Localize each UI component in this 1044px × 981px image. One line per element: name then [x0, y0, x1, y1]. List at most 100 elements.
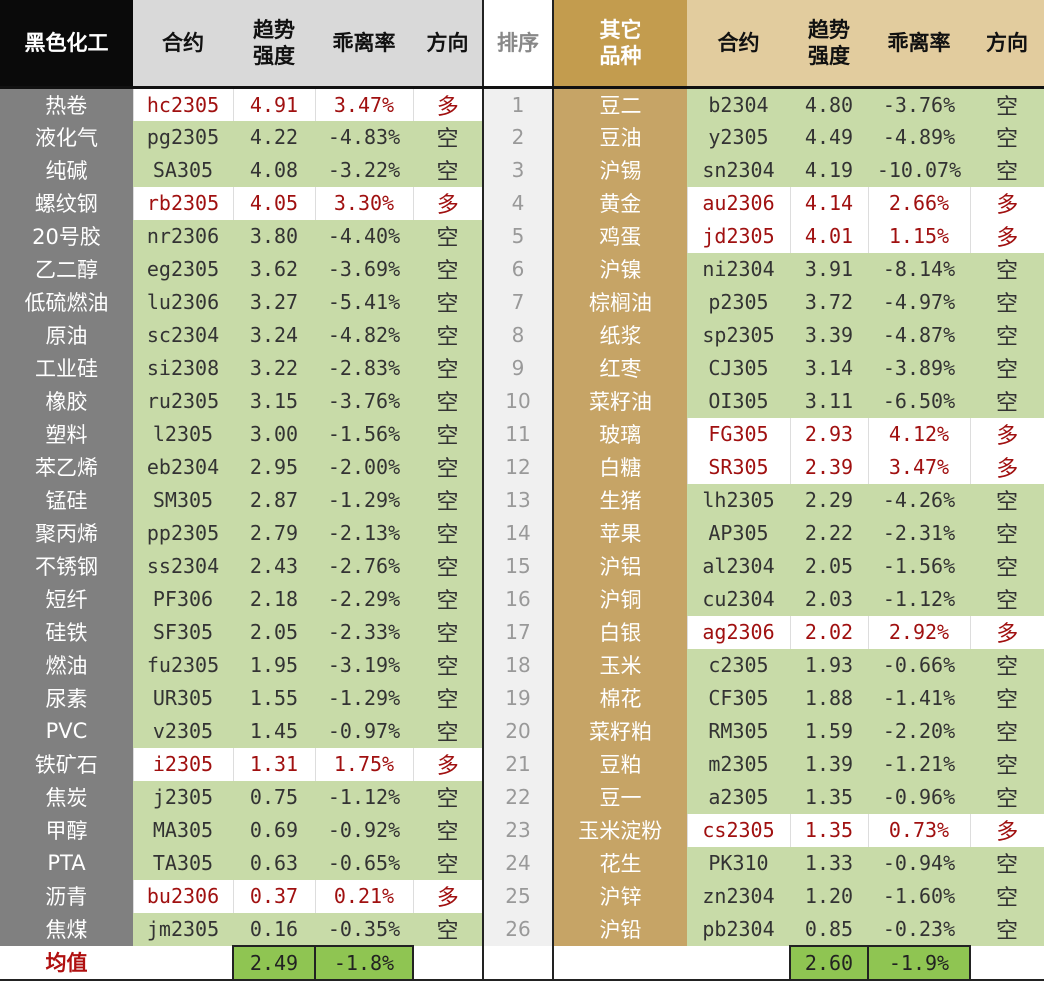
right-direction: 多	[969, 450, 1044, 484]
left-strength: 2.79	[233, 516, 315, 550]
left-deviation: 3.30%	[314, 186, 413, 220]
right-strength: 4.01	[789, 219, 868, 253]
left-name: 燃油	[0, 648, 133, 682]
right-average-strength: 2.60	[789, 944, 869, 981]
right-deviation: -2.31%	[868, 516, 970, 550]
header-direction-right: 方向	[970, 0, 1044, 89]
table-row: 橡胶 ru2305 3.15 -3.76% 空 10 菜籽油 OI305 3.11 -6.50% 空	[0, 384, 1044, 418]
left-direction: 空	[413, 912, 483, 946]
left-direction: 空	[413, 516, 483, 550]
left-deviation: -0.92%	[315, 813, 413, 847]
right-contract: ag2306	[686, 615, 790, 649]
left-deviation: -1.29%	[315, 483, 413, 517]
left-direction: 多	[412, 747, 483, 781]
left-name: 焦煤	[0, 912, 133, 946]
rank: 24	[482, 846, 554, 880]
left-direction: 多	[412, 87, 483, 121]
right-strength: 1.59	[790, 714, 868, 748]
right-name: 苹果	[553, 516, 687, 550]
right-name: 豆一	[553, 780, 687, 814]
rank: 17	[482, 615, 554, 649]
table-row: 锰硅 SM305 2.87 -1.29% 空 13 生猪 lh2305 2.29 -4.26% 空	[0, 483, 1044, 517]
left-strength: 2.43	[233, 549, 315, 583]
rank: 26	[482, 912, 554, 946]
empty-cell	[482, 945, 554, 981]
left-direction: 空	[413, 318, 483, 352]
left-direction: 空	[413, 615, 483, 649]
left-average-deviation: -1.8%	[314, 944, 414, 981]
left-direction: 空	[413, 351, 483, 385]
right-name: 菜籽粕	[553, 714, 687, 748]
left-contract: lu2306	[133, 285, 233, 319]
right-contract: PK310	[687, 846, 790, 880]
right-name: 白糖	[553, 450, 687, 484]
left-direction: 空	[413, 549, 483, 583]
left-name: 铁矿石	[0, 747, 133, 781]
left-direction: 空	[413, 813, 483, 847]
right-direction: 空	[970, 153, 1044, 187]
left-contract: SF305	[133, 615, 233, 649]
right-deviation: -1.56%	[868, 549, 970, 583]
header-contract-right: 合约	[687, 0, 790, 89]
left-name: 短纤	[0, 582, 133, 616]
header-rank: 排序	[482, 0, 554, 89]
right-strength: 1.35	[790, 780, 868, 814]
header-row: 黑色化工 合约 趋势 强度 乖离率 方向 排序 其它 品种 合约 趋势 强度 乖…	[0, 0, 1044, 89]
right-name: 菜籽油	[553, 384, 687, 418]
left-strength: 0.69	[233, 813, 315, 847]
empty-cell	[553, 945, 687, 981]
right-direction: 多	[969, 615, 1044, 649]
left-strength: 0.63	[233, 846, 315, 880]
right-strength: 1.39	[790, 747, 868, 781]
right-direction: 空	[970, 120, 1044, 154]
left-strength: 3.24	[233, 318, 315, 352]
left-deviation: -3.19%	[315, 648, 413, 682]
left-name: 苯乙烯	[0, 450, 133, 484]
left-strength: 3.15	[233, 384, 315, 418]
left-deviation: -1.12%	[315, 780, 413, 814]
left-contract: SA305	[133, 153, 233, 187]
right-name: 沪锡	[553, 153, 687, 187]
left-name: 20号胶	[0, 219, 133, 253]
rank: 2	[482, 120, 554, 154]
left-strength: 0.37	[232, 879, 315, 913]
right-direction: 空	[970, 846, 1044, 880]
left-deviation: -4.83%	[315, 120, 413, 154]
header-direction: 方向	[413, 0, 483, 89]
right-strength: 3.14	[790, 351, 868, 385]
right-contract: au2306	[686, 186, 790, 220]
left-strength: 4.22	[233, 120, 315, 154]
right-name: 棕榈油	[553, 285, 687, 319]
right-direction: 多	[969, 186, 1044, 220]
right-deviation: 2.66%	[867, 186, 970, 220]
left-contract: si2308	[133, 351, 233, 385]
right-deviation: -1.41%	[868, 681, 970, 715]
left-strength: 3.22	[233, 351, 315, 385]
left-name: 低硫燃油	[0, 285, 133, 319]
left-strength: 2.18	[233, 582, 315, 616]
table-row: 热卷 hc2305 4.91 3.47% 多 1 豆二 b2304 4.80 -3.76% 空	[0, 87, 1044, 121]
left-direction: 多	[412, 186, 483, 220]
left-deviation: -2.76%	[315, 549, 413, 583]
right-name: 沪锌	[553, 879, 687, 913]
right-deviation: 1.15%	[867, 219, 970, 253]
left-deviation: -2.00%	[315, 450, 413, 484]
right-contract: lh2305	[687, 483, 790, 517]
left-name: PTA	[0, 846, 133, 880]
average-row: 均值 2.49 -1.8% 2.60 -1.9%	[0, 944, 1044, 981]
right-deviation: -1.21%	[868, 747, 970, 781]
header-right-group: 其它 品种	[553, 0, 687, 89]
right-deviation: 3.47%	[867, 450, 970, 484]
left-name: 甲醇	[0, 813, 133, 847]
right-strength: 4.14	[789, 186, 868, 220]
right-contract: y2305	[687, 120, 790, 154]
right-deviation: -1.12%	[868, 582, 970, 616]
rank: 21	[482, 747, 554, 781]
right-strength: 2.29	[790, 483, 868, 517]
right-contract: AP305	[687, 516, 790, 550]
left-direction: 空	[413, 582, 483, 616]
right-contract: RM305	[687, 714, 790, 748]
right-strength: 1.93	[790, 648, 868, 682]
header-deviation: 乖离率	[315, 0, 413, 89]
left-direction: 空	[413, 417, 483, 451]
